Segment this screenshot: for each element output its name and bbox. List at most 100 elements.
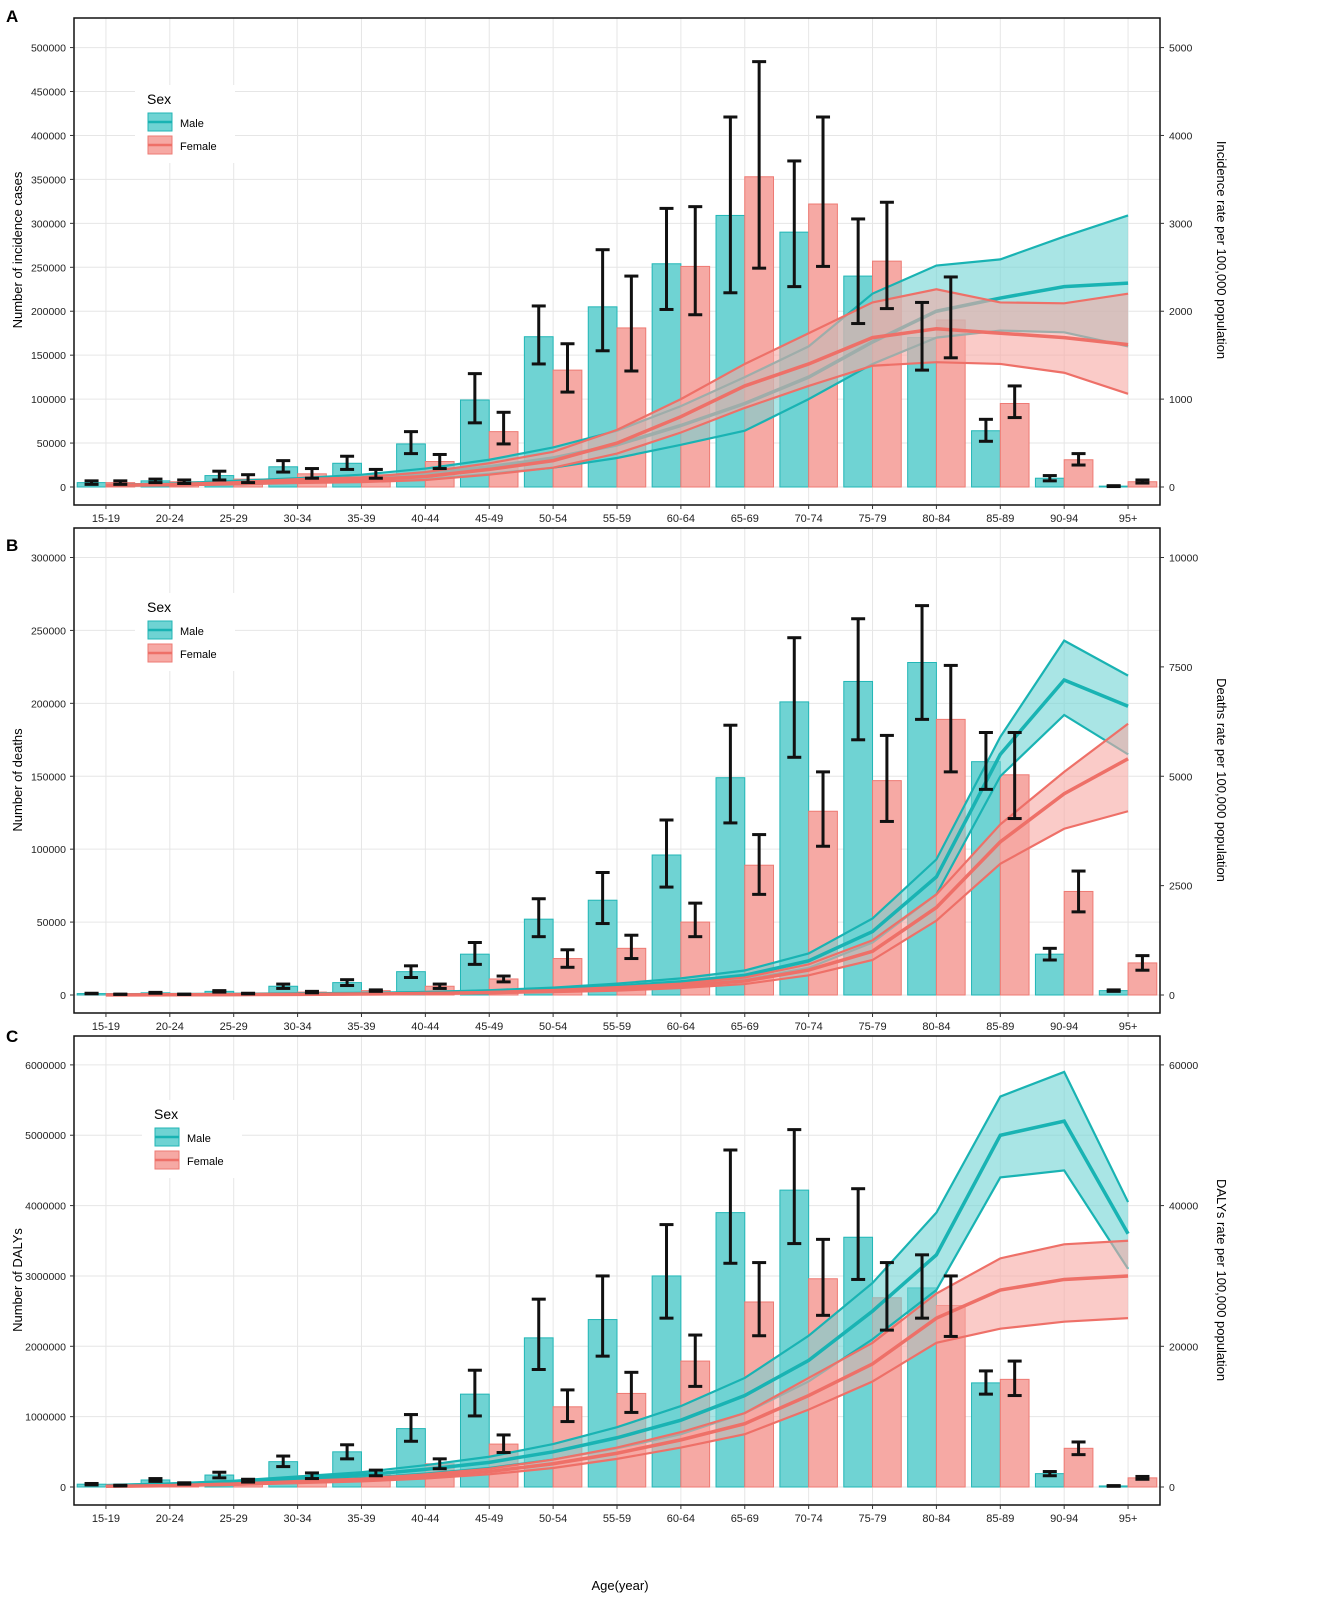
male-error-bar-15-19 [84, 479, 99, 486]
female-error-bar-45-49 [496, 410, 511, 446]
panel-b-legend-male-label: Male [180, 626, 204, 638]
male-error-bar-90-94 [1042, 946, 1057, 962]
female-error-bar-50-54 [560, 342, 575, 394]
male-error-bar-70-74 [787, 1128, 802, 1246]
x-tick-label: 25-29 [220, 513, 248, 525]
female-error-bar-45-49 [496, 974, 511, 984]
y-tick-label: 150000 [31, 350, 66, 362]
x-tick-label: 65-69 [731, 513, 759, 525]
x-tick-label: 95+ [1119, 513, 1138, 525]
x-tick-label: 55-59 [603, 1513, 631, 1525]
x-tick-label: 70-74 [795, 513, 823, 525]
female-error-bar-80-84 [943, 1274, 958, 1338]
female-error-bar-80-84 [943, 663, 958, 774]
panel-c-y-axis-title: Number of DALYs [10, 1228, 25, 1332]
x-tick-label: 55-59 [603, 1021, 631, 1033]
y-tick-label: 6000000 [25, 1060, 66, 1072]
y-tick-label: 150000 [31, 771, 66, 783]
male-error-bar-95+ [1106, 988, 1121, 993]
x-tick-label: 20-24 [156, 513, 184, 525]
female-error-bar-95+ [1135, 1474, 1150, 1481]
x-tick-label: 70-74 [795, 1021, 823, 1033]
male-error-bar-20-24 [148, 1477, 163, 1483]
x-tick-label: 45-49 [475, 1513, 503, 1525]
male-error-bar-15-19 [84, 1481, 99, 1487]
female-error-bar-65-69 [752, 60, 767, 270]
female-error-bar-75-79 [879, 733, 894, 823]
x-tick-label: 70-74 [795, 1513, 823, 1525]
panel-a-y2-axis-title: Incidence rate per 100,000 population [1214, 141, 1229, 359]
x-tick-label: 80-84 [922, 1021, 950, 1033]
panel-a-plot: 0500001000001500002000002500003000003500… [31, 17, 1193, 525]
panel-a-legend-title: Sex [147, 91, 171, 107]
female-error-bar-30-34 [304, 1471, 319, 1481]
female-error-bar-65-69 [752, 833, 767, 896]
y2-tick-label: 2000 [1169, 306, 1193, 318]
female-error-bar-50-54 [560, 1388, 575, 1424]
panel-a-legend-female-label: Female [180, 141, 217, 153]
male-error-bar-90-94 [1042, 474, 1057, 483]
x-tick-label: 75-79 [858, 513, 886, 525]
male-error-bar-80-84 [915, 300, 930, 372]
female-error-bar-20-24 [177, 1481, 192, 1486]
male-error-bar-40-44 [403, 1413, 418, 1443]
male-error-bar-85-89 [978, 417, 993, 443]
female-error-bar-95+ [1135, 478, 1150, 485]
male-error-bar-30-34 [276, 459, 291, 474]
female-rate-line [105, 757, 1129, 997]
male-error-bar-85-89 [978, 731, 993, 791]
female-error-bar-40-44 [432, 452, 447, 471]
x-tick-label: 60-64 [667, 513, 695, 525]
female-error-bar-25-29 [241, 473, 256, 485]
female-error-bar-90-94 [1071, 1440, 1086, 1457]
x-tick-label: 35-39 [347, 1021, 375, 1033]
x-tick-label: 85-89 [986, 513, 1014, 525]
panel-b: B 0 50000 100000 150000 200000 250000 300000 0 2… [6, 527, 1229, 1033]
female-error-bar-25-29 [241, 1477, 256, 1484]
panel-c: C 0 1000000 2000000 3000000 4000000 5000000 60… [6, 1027, 1229, 1593]
female-error-bar-85-89 [1007, 731, 1022, 821]
male-error-bar-65-69 [723, 1148, 738, 1265]
panel-c-legend-female-label: Female [187, 1156, 224, 1168]
x-tick-label: 85-89 [986, 1513, 1014, 1525]
male-error-bar-50-54 [531, 304, 546, 366]
x-tick-label: 45-49 [475, 513, 503, 525]
panel-b-y-axis-title: Number of deaths [10, 728, 25, 832]
panel-a-y-axis-title: Number of incidence cases [10, 171, 25, 328]
female-rate-line [105, 327, 1129, 487]
female-bar-85-89 [999, 1378, 1030, 1488]
y2-tick-label: 5000 [1169, 43, 1193, 55]
female-error-bar-95+ [1135, 954, 1150, 972]
female-rate-line [105, 1274, 1129, 1489]
x-tick-label: 50-54 [539, 1021, 567, 1033]
x-tick-label: 40-44 [411, 1021, 439, 1033]
x-tick-label: 60-64 [667, 1021, 695, 1033]
x-tick-label: 75-79 [858, 1513, 886, 1525]
panel-b-legend: Sex Male Female [135, 593, 235, 671]
male-error-bar-55-59 [595, 871, 610, 926]
y-tick-label: 3000000 [25, 1271, 66, 1283]
female-error-bar-70-74 [816, 770, 831, 848]
male-error-bar-70-74 [787, 159, 802, 289]
panel-c-legend-title: Sex [154, 1106, 178, 1122]
x-tick-label: 40-44 [411, 1513, 439, 1525]
male-error-bar-45-49 [467, 941, 482, 966]
female-error-bar-15-19 [113, 479, 128, 486]
x-tick-label: 35-39 [347, 513, 375, 525]
male-error-bar-45-49 [467, 1368, 482, 1418]
female-error-bar-35-39 [368, 467, 383, 480]
y2-tick-label: 60000 [1169, 1060, 1198, 1072]
female-error-bar-15-19 [113, 1483, 128, 1488]
y-tick-label: 200000 [31, 698, 66, 710]
y-tick-label: 5000000 [25, 1130, 66, 1142]
panel-c-legend: Sex Male Female [142, 1100, 242, 1178]
y-tick-label: 50000 [37, 917, 66, 929]
female-error-bar-75-79 [879, 1261, 894, 1332]
male-error-bar-65-69 [723, 723, 738, 825]
x-tick-label: 15-19 [92, 513, 120, 525]
y-tick-label: 400000 [31, 130, 66, 142]
female-error-bar-35-39 [368, 1468, 383, 1478]
y-tick-label: 450000 [31, 87, 66, 99]
female-bar-95+ [1127, 962, 1158, 996]
y-tick-label: 100000 [31, 394, 66, 406]
